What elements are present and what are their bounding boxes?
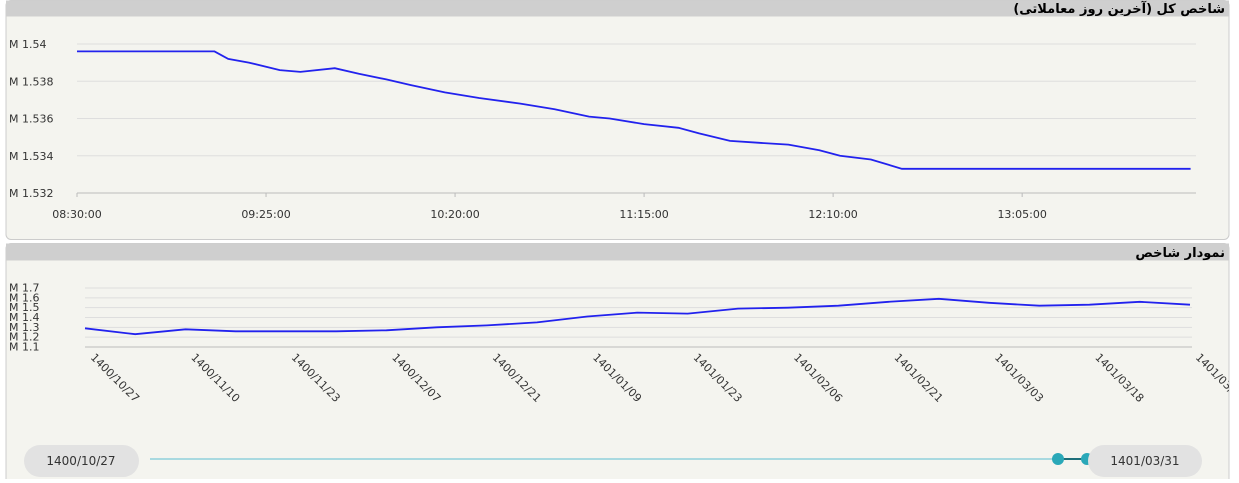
y-tick-label: M 1.532 xyxy=(9,187,53,200)
series-line xyxy=(84,297,1191,336)
y-tick-label: M 1.6 xyxy=(9,291,39,304)
y-tick-label: M 1.1 xyxy=(9,341,39,354)
x-tick-label: 08:30:00 xyxy=(52,208,101,221)
end-date: 1401/03/31 xyxy=(1110,454,1179,468)
panel xyxy=(5,243,1230,483)
y-tick-label: M 1.534 xyxy=(9,150,53,163)
y-tick-label: M 1.54 xyxy=(9,38,46,51)
series-line xyxy=(77,50,1191,170)
y-tick-label: M 1.536 xyxy=(9,113,53,126)
panel-title: شاخص کل (آخرین روز معاملاتی) xyxy=(1013,0,1225,17)
x-tick-label: 09:25:00 xyxy=(241,208,290,221)
start-date: 1400/10/27 xyxy=(46,454,115,468)
y-tick-label: M 1.2 xyxy=(9,331,39,344)
panel-header xyxy=(6,0,1229,17)
end-date-pill[interactable] xyxy=(1088,445,1202,477)
y-tick-label: M 1.4 xyxy=(9,311,39,324)
x-tick-label: 12:10:00 xyxy=(808,208,857,221)
x-tick-label: 11:15:00 xyxy=(619,208,668,221)
x-tick-label: 13:05:00 xyxy=(997,208,1046,221)
y-tick-label: M 1.538 xyxy=(9,75,53,88)
chart: M 1.532 M 1.534 M 1.536 M 1.538 M 1.54 08:30:… xyxy=(9,38,1196,221)
panel-header xyxy=(6,243,1229,261)
x-tick-label: 10:20:00 xyxy=(430,208,479,221)
panel-title: نمودار شاخص xyxy=(1135,246,1225,261)
y-tick-label: M 1.5 xyxy=(9,301,39,314)
y-tick-label: M 1.3 xyxy=(9,321,39,334)
y-tick-label: M 1.7 xyxy=(9,282,39,295)
start-date-pill[interactable] xyxy=(24,445,139,477)
range-handle[interactable] xyxy=(1052,453,1064,465)
